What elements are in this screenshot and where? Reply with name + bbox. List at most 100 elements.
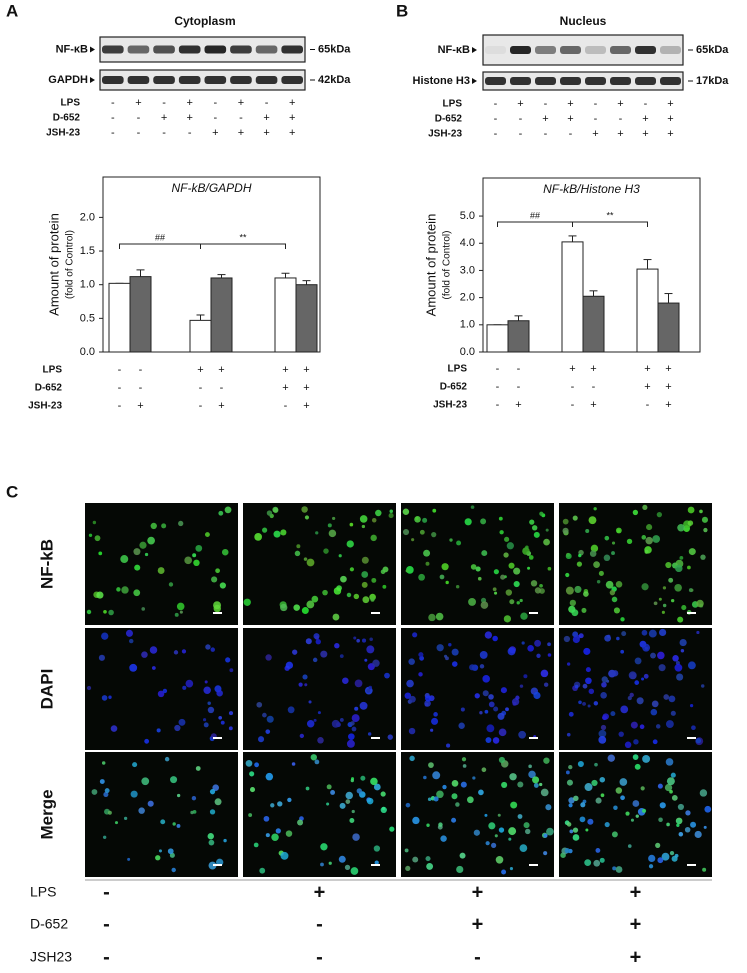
cell [598,735,607,744]
cell [460,707,465,712]
blot-band [102,76,124,84]
cell [651,700,659,708]
y-tick-label: 5.0 [460,210,475,222]
cell [574,684,579,689]
cell [596,579,601,584]
blot-strip [99,69,306,91]
cell [585,828,589,832]
cell [313,718,317,722]
cell [411,538,415,542]
cell [497,813,501,817]
cell [302,674,308,680]
cell [214,798,222,806]
cell [528,770,536,779]
cell [406,679,414,688]
condition-sign: - [265,97,269,109]
cell [674,583,682,592]
cell [658,664,666,672]
cell [652,739,658,745]
cell [599,776,606,783]
panel-title: Nucleus [560,14,607,28]
cell [523,674,528,679]
cell [433,712,438,717]
cell [428,613,436,622]
condition-sign: - [646,399,650,411]
cell [298,682,303,687]
cell [648,629,657,638]
blot-band [153,45,175,54]
cell [380,806,387,814]
cell [350,721,355,726]
cell [460,781,467,788]
chart-title: NF-kB/GAPDH [171,181,251,195]
cell [432,508,437,513]
condition-sign: - [213,97,217,109]
cell [265,654,272,661]
cell [128,638,134,644]
cell [203,718,207,722]
cell [663,694,670,700]
cell [98,551,103,556]
condition-sign: + [238,127,244,139]
cell [540,788,549,797]
cell [521,641,525,645]
cell [582,701,586,706]
cell [565,770,570,775]
cell [203,686,211,695]
cell [157,690,165,698]
cell [280,851,289,860]
cell [478,789,484,796]
cell [147,536,155,545]
cell [530,580,538,587]
cell [361,524,366,529]
cell [694,830,702,839]
cell [508,827,517,836]
cell [312,657,318,663]
cell [384,672,390,679]
cell [604,535,610,541]
cell [425,561,430,566]
condition-sign: + [289,127,295,139]
cell [215,568,220,574]
cell [601,681,607,688]
cell [675,564,683,573]
y-tick-label: 1.0 [80,279,95,291]
row-label: NF-kB [37,539,56,589]
condition-sign: + [569,363,575,375]
cell [102,835,107,839]
cell [572,827,579,833]
condition-sign: + [590,399,596,411]
cell [114,821,119,825]
cell [333,587,342,595]
cell [451,780,459,787]
cell [311,595,319,603]
cell [665,561,672,569]
condition-label: JSH-23 [428,129,462,140]
condition-sign: - [644,98,648,110]
cell [700,684,705,688]
blot-band [204,45,227,54]
cell [157,567,165,574]
blot-band [510,46,531,54]
cell [477,576,482,581]
cell [513,567,521,575]
cell [504,536,510,542]
cell [328,861,332,865]
condition-sign: - [162,127,166,139]
cell [103,791,109,798]
cell [338,554,342,558]
cell [598,570,604,576]
cell [306,720,315,728]
cell [228,711,234,716]
cell [340,575,347,583]
cell [595,797,602,804]
condition-sign: + [642,113,648,125]
y-tick-label: 4.0 [460,237,475,249]
cell [688,548,696,556]
cell [243,598,251,606]
cell [179,610,183,614]
cell [642,754,651,763]
cell [303,557,308,561]
cell [493,569,499,575]
cell [229,668,234,673]
